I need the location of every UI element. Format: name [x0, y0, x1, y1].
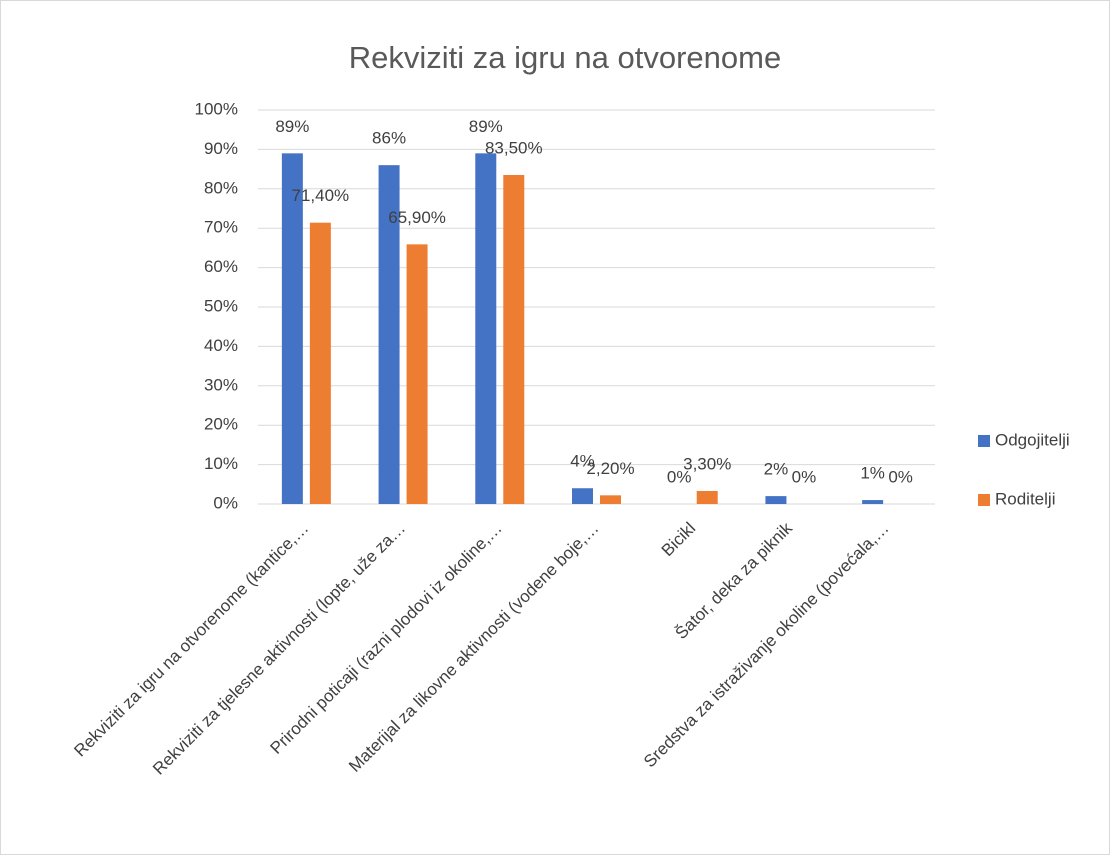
bar: [862, 500, 884, 504]
y-tick-label: 0%: [213, 493, 238, 512]
y-tick-label: 90%: [204, 139, 238, 158]
bar: [600, 495, 621, 504]
bar: [696, 490, 718, 504]
bar: [406, 244, 428, 504]
value-label: 0%: [792, 467, 817, 486]
legend-swatch: [978, 435, 990, 447]
value-label: 2%: [764, 460, 789, 479]
y-tick-label: 10%: [204, 454, 238, 473]
value-label: 89%: [275, 117, 309, 136]
y-tick-label: 70%: [204, 218, 238, 237]
value-label: 1%: [860, 464, 885, 483]
value-label: 2,20%: [586, 459, 634, 478]
y-tick-label: 50%: [204, 296, 238, 315]
value-label: 86%: [372, 129, 406, 148]
y-tick-label: 30%: [204, 375, 238, 394]
value-label: 0%: [667, 467, 692, 486]
y-tick-label: 20%: [204, 415, 238, 434]
bar: [765, 496, 787, 504]
legend-label: Roditelji: [995, 489, 1055, 508]
value-label: 89%: [469, 117, 503, 136]
bar: [572, 488, 593, 504]
y-tick-label: 100%: [195, 99, 238, 118]
bar: [281, 153, 303, 504]
value-label: 4%: [570, 452, 595, 471]
y-tick-label: 40%: [204, 336, 238, 355]
y-tick-label: 80%: [204, 178, 238, 197]
bar: [475, 153, 497, 504]
chart-title: Rekviziti za igru na otvorenome: [349, 40, 781, 75]
legend-label: Odgojitelji: [995, 430, 1070, 449]
value-label: 0%: [888, 467, 913, 486]
bar: [503, 175, 525, 504]
value-label: 83,50%: [485, 138, 543, 157]
bar: [309, 222, 331, 504]
legend-swatch: [978, 494, 990, 506]
value-label: 71,40%: [292, 186, 350, 205]
value-label: 65,90%: [388, 208, 446, 227]
bar: [378, 165, 400, 504]
y-tick-label: 60%: [204, 257, 238, 276]
value-label: 3,30%: [683, 454, 731, 473]
